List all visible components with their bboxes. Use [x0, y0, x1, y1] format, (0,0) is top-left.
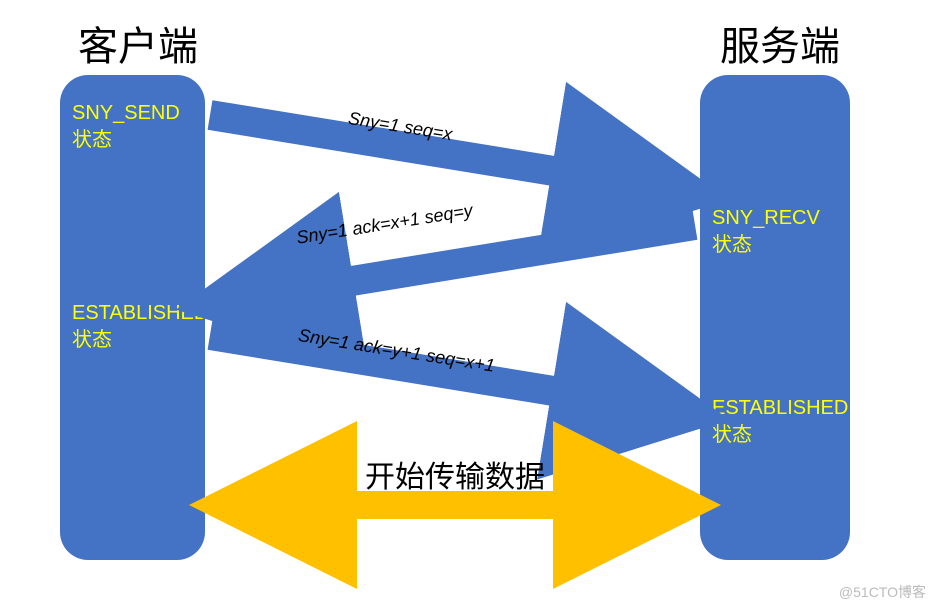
client-state-2: ESTABLISHED 状态: [72, 300, 208, 354]
server-box: [700, 75, 850, 560]
server-state-1-line2: 状态: [712, 234, 752, 256]
client-state-2-line2: 状态: [72, 329, 112, 351]
arrow-label-1: Sny=1 seq=x: [347, 108, 454, 145]
server-state-1: SNY_RECV 状态: [712, 205, 820, 259]
client-state-2-line1: ESTABLISHED: [72, 302, 208, 324]
watermark: @51CTO博客: [839, 582, 926, 602]
server-state-1-line1: SNY_RECV: [712, 207, 820, 229]
server-state-2: ESTABLISHED 状态: [712, 395, 848, 449]
arrow-label-2: Sny=1 ack=x+1 seq=y: [295, 200, 474, 249]
client-state-1-line2: 状态: [72, 129, 112, 151]
server-state-2-line2: 状态: [712, 424, 752, 446]
server-state-2-line1: ESTABLISHED: [712, 397, 848, 419]
server-title: 服务端: [720, 14, 840, 72]
client-title: 客户端: [78, 14, 198, 72]
arrow-label-3: Sny=1 ack=y+1 seq=x+1: [297, 325, 496, 377]
transfer-label: 开始传输数据: [365, 452, 545, 496]
client-state-1-line1: SNY_SEND: [72, 102, 180, 124]
client-state-1: SNY_SEND 状态: [72, 100, 180, 154]
